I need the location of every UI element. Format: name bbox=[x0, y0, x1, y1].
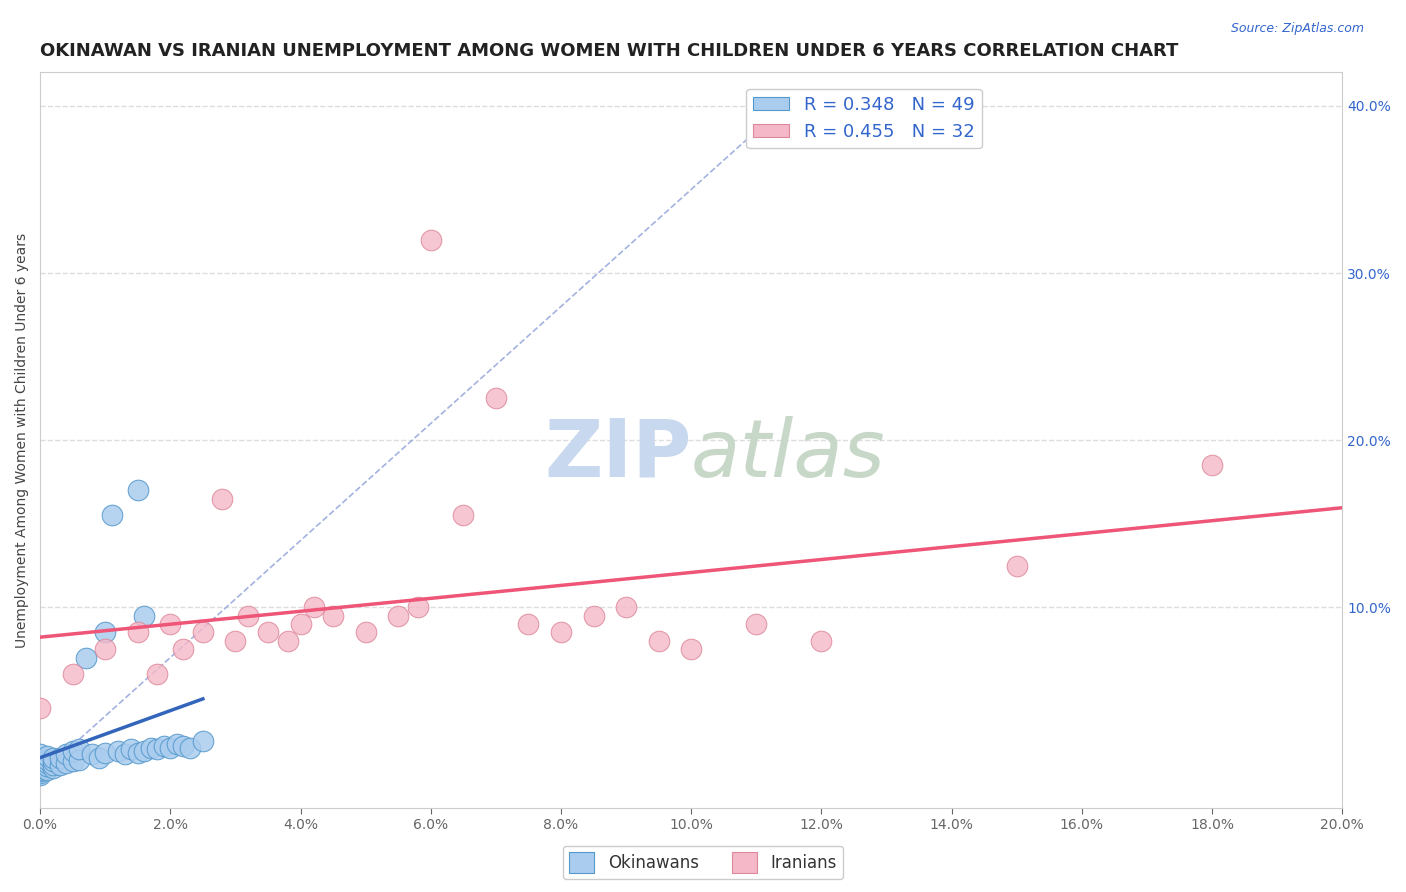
Point bbox=[55, 756, 77, 770]
Point bbox=[114, 747, 136, 762]
Point bbox=[42, 751, 65, 765]
Point bbox=[211, 491, 233, 506]
Point bbox=[62, 754, 84, 768]
Point bbox=[172, 739, 194, 753]
Point bbox=[35, 752, 58, 766]
Point bbox=[35, 749, 58, 764]
Point bbox=[48, 751, 70, 765]
Point bbox=[94, 625, 117, 640]
Point bbox=[485, 392, 508, 406]
Point bbox=[745, 617, 768, 632]
Point bbox=[159, 740, 181, 755]
Point bbox=[30, 767, 52, 781]
Point bbox=[224, 633, 246, 648]
Point bbox=[30, 765, 52, 780]
Point bbox=[302, 600, 325, 615]
Point bbox=[172, 642, 194, 657]
Y-axis label: Unemployment Among Women with Children Under 6 years: Unemployment Among Women with Children U… bbox=[15, 233, 30, 648]
Point bbox=[62, 744, 84, 758]
Point bbox=[30, 764, 52, 779]
Point bbox=[134, 608, 156, 623]
Point bbox=[82, 747, 104, 762]
Point bbox=[48, 757, 70, 772]
Point bbox=[322, 608, 344, 623]
Point bbox=[107, 744, 129, 758]
Point bbox=[55, 747, 77, 762]
Point bbox=[30, 747, 52, 762]
Point bbox=[810, 633, 832, 648]
Text: atlas: atlas bbox=[692, 416, 886, 494]
Point bbox=[42, 757, 65, 772]
Point bbox=[30, 756, 52, 770]
Point bbox=[354, 625, 377, 640]
Point bbox=[30, 757, 52, 772]
Legend: R = 0.348   N = 49, R = 0.455   N = 32: R = 0.348 N = 49, R = 0.455 N = 32 bbox=[747, 89, 981, 148]
Point bbox=[582, 608, 605, 623]
Point bbox=[453, 508, 475, 523]
Point bbox=[42, 754, 65, 768]
Point bbox=[647, 633, 669, 648]
Point bbox=[30, 700, 52, 714]
Point bbox=[257, 625, 280, 640]
Point bbox=[419, 233, 441, 247]
Point bbox=[120, 742, 142, 756]
Point bbox=[35, 763, 58, 777]
Text: OKINAWAN VS IRANIAN UNEMPLOYMENT AMONG WOMEN WITH CHILDREN UNDER 6 YEARS CORRELA: OKINAWAN VS IRANIAN UNEMPLOYMENT AMONG W… bbox=[41, 42, 1178, 60]
Point bbox=[100, 508, 122, 523]
Point bbox=[139, 740, 162, 755]
Point bbox=[30, 759, 52, 773]
Point bbox=[67, 742, 90, 756]
Point bbox=[1201, 458, 1223, 473]
Point bbox=[146, 742, 169, 756]
Point bbox=[191, 734, 214, 748]
Point bbox=[67, 752, 90, 766]
Point bbox=[290, 617, 312, 632]
Point bbox=[30, 754, 52, 768]
Text: ZIP: ZIP bbox=[544, 416, 692, 494]
Point bbox=[191, 625, 214, 640]
Point bbox=[94, 746, 117, 760]
Point bbox=[387, 608, 409, 623]
Point bbox=[62, 667, 84, 681]
Point bbox=[153, 739, 176, 753]
Point bbox=[179, 740, 201, 755]
Text: Source: ZipAtlas.com: Source: ZipAtlas.com bbox=[1230, 22, 1364, 36]
Point bbox=[127, 483, 149, 498]
Point bbox=[159, 617, 181, 632]
Point bbox=[1005, 558, 1028, 573]
Point bbox=[75, 650, 97, 665]
Point bbox=[127, 746, 149, 760]
Point bbox=[42, 761, 65, 775]
Point bbox=[276, 633, 298, 648]
Point bbox=[35, 756, 58, 770]
Point bbox=[134, 744, 156, 758]
Point bbox=[30, 763, 52, 777]
Point bbox=[517, 617, 540, 632]
Point bbox=[146, 667, 169, 681]
Point bbox=[681, 642, 703, 657]
Point bbox=[238, 608, 260, 623]
Point bbox=[166, 738, 188, 752]
Point bbox=[94, 642, 117, 657]
Point bbox=[614, 600, 637, 615]
Point bbox=[87, 751, 110, 765]
Legend: Okinawans, Iranians: Okinawans, Iranians bbox=[562, 846, 844, 880]
Point bbox=[406, 600, 429, 615]
Point bbox=[30, 761, 52, 775]
Point bbox=[127, 625, 149, 640]
Point bbox=[550, 625, 572, 640]
Point bbox=[30, 751, 52, 765]
Point bbox=[35, 759, 58, 773]
